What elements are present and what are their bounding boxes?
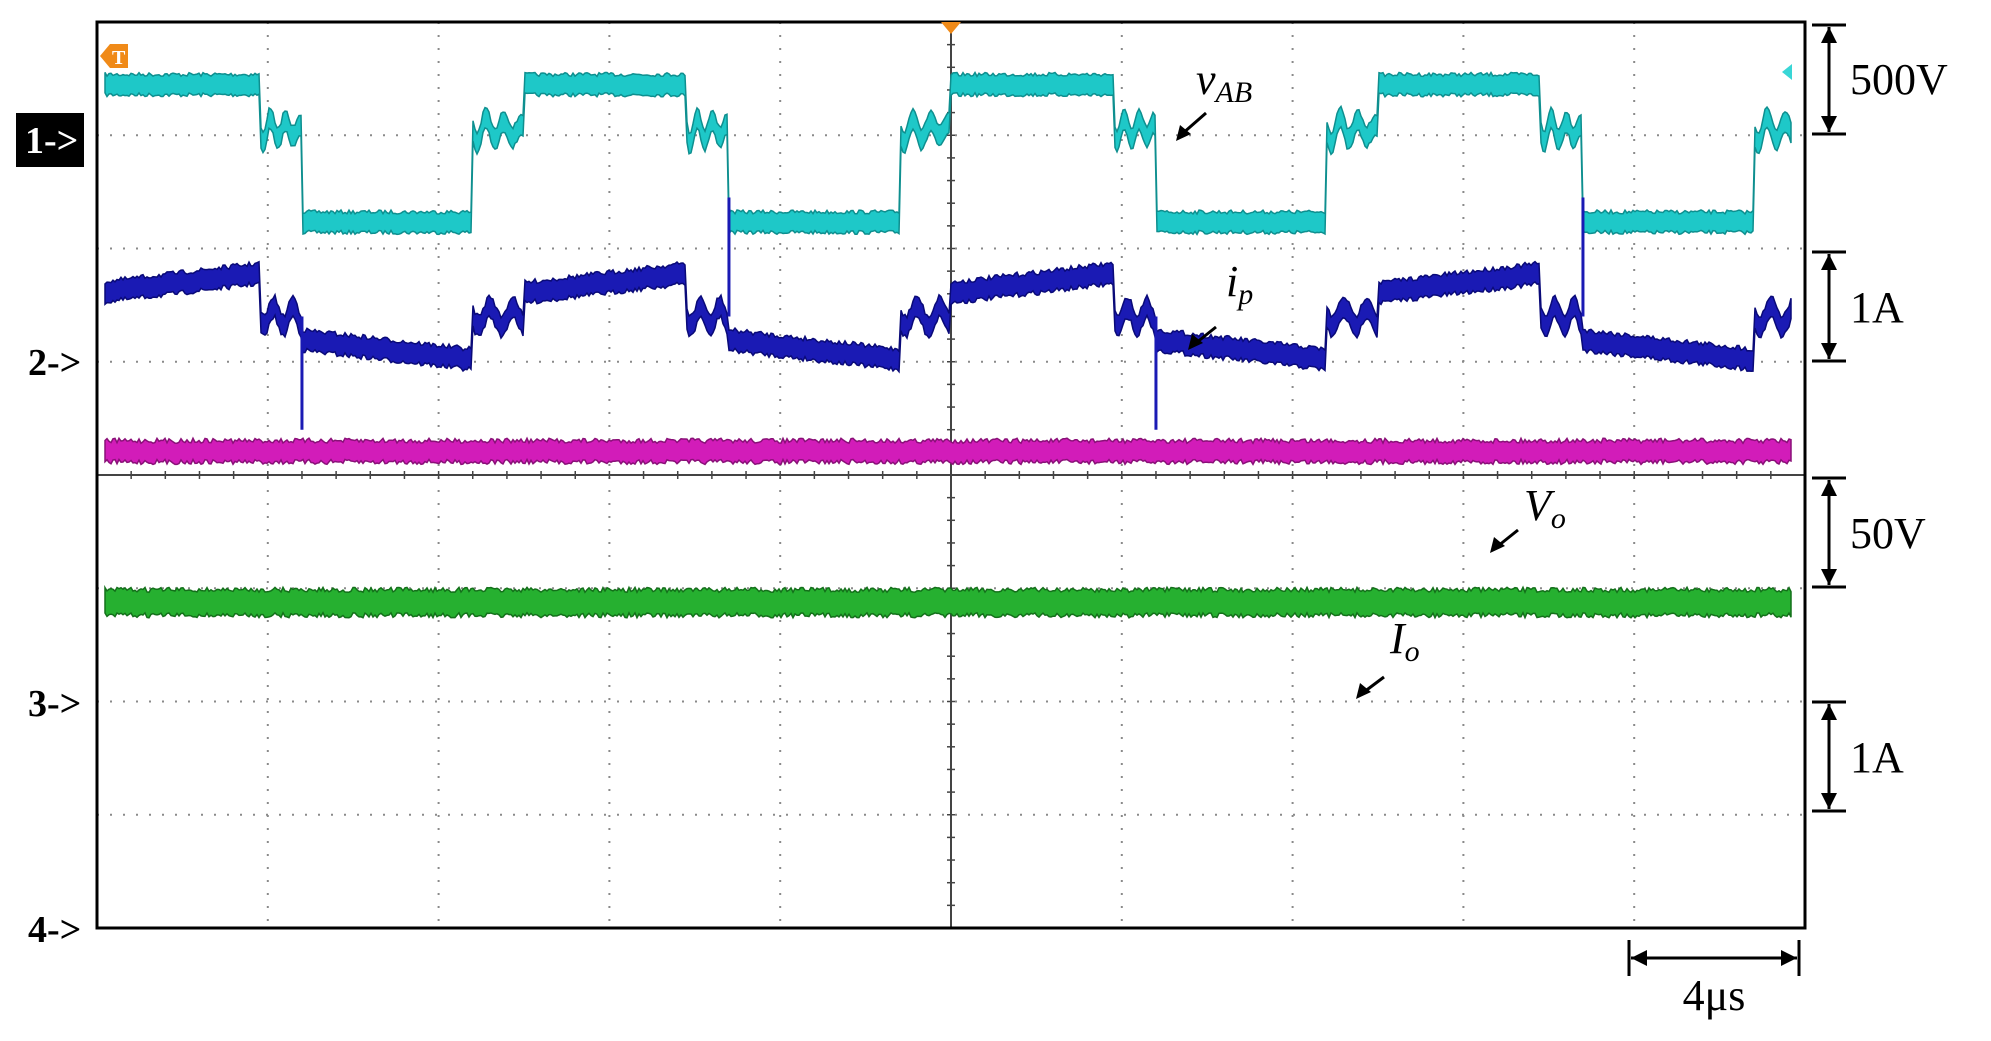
channel-2-marker: 2-> <box>28 342 81 384</box>
label-i-p-sub: p <box>1236 278 1253 311</box>
time-scale-bar <box>1627 940 1801 976</box>
scale-label-ch2: 1A <box>1850 283 1904 332</box>
scope-grid <box>96 21 1806 929</box>
label-i-o: Io <box>1356 614 1420 699</box>
series-v-ab-trace <box>104 71 1792 237</box>
time-scale-label: 4μs <box>1683 971 1746 1020</box>
label-v-o: Vo <box>1490 481 1566 553</box>
label-i-p-main: i <box>1226 257 1238 306</box>
scale-bar-ch3 <box>1812 476 1846 589</box>
svg-text:Vo: Vo <box>1524 481 1566 535</box>
label-v-o-sub: o <box>1551 502 1566 535</box>
series-i-p-trace <box>104 260 1792 374</box>
label-i-o-main: I <box>1389 614 1407 663</box>
svg-text:ip: ip <box>1226 257 1253 311</box>
trigger-position-icon <box>941 22 961 34</box>
label-v-o-main: V <box>1524 481 1556 530</box>
channel-1-marker-box <box>16 113 84 167</box>
scale-bar-ch2 <box>1812 250 1846 363</box>
trigger-arrow-icon <box>100 44 128 68</box>
channel-1-marker: 1-> <box>25 120 78 162</box>
svg-text:Io: Io <box>1389 614 1420 668</box>
label-i-o-sub: o <box>1405 635 1420 668</box>
channel-4-marker: 4-> <box>28 909 81 951</box>
trigger-marker: T <box>112 47 126 69</box>
label-v-ab-sub: AB <box>1214 76 1253 109</box>
scale-label-ch1: 500V <box>1850 55 1948 104</box>
series-i-o-trace <box>104 584 1792 620</box>
scale-label-ch4: 1A <box>1850 733 1904 782</box>
scale-bar-ch1 <box>1812 23 1846 136</box>
scale-bars: 500V 1A 50V 1A <box>1812 23 1948 813</box>
series-v-o-trace <box>104 436 1792 467</box>
label-v-ab-main: v <box>1196 55 1216 104</box>
channel-3-marker: 3-> <box>28 683 81 725</box>
svg-text:vAB: vAB <box>1196 55 1252 109</box>
scale-label-ch3: 50V <box>1850 509 1926 558</box>
channel-1-level-icon <box>1782 64 1792 80</box>
label-i-p: ip <box>1188 257 1253 350</box>
label-v-ab: vAB <box>1176 55 1252 141</box>
waveforms <box>104 71 1792 620</box>
scale-bar-ch4 <box>1812 700 1846 813</box>
